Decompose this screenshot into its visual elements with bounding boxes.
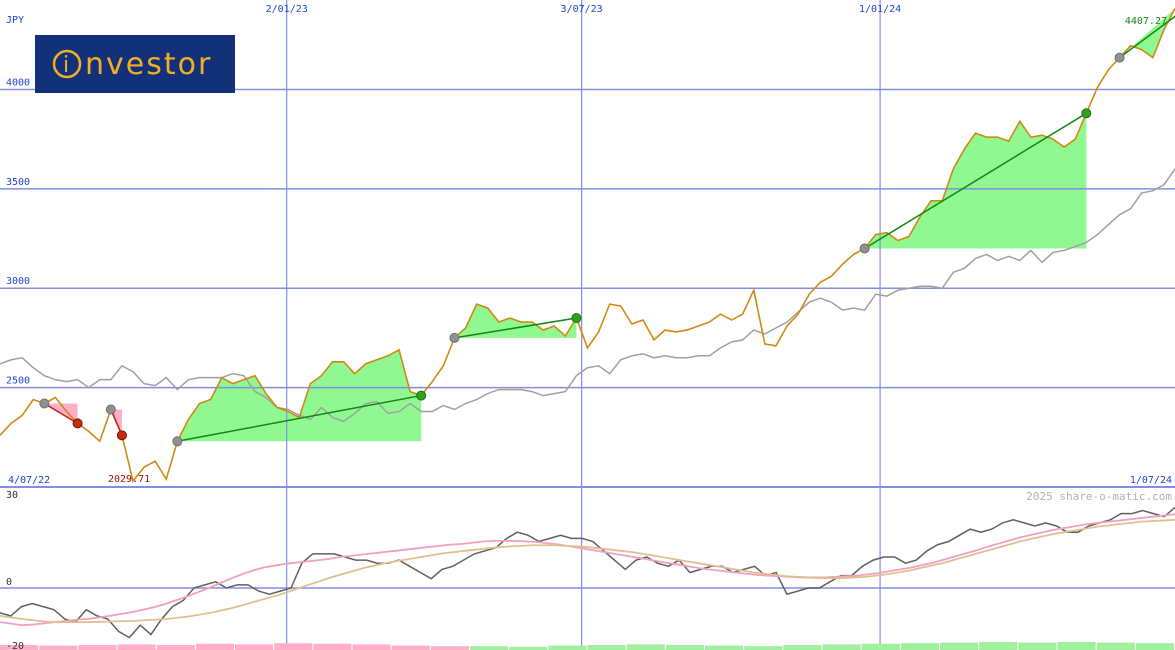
volume-bar-11: [430, 646, 469, 650]
volume-bar-8: [313, 643, 352, 650]
trade-exit-marker-0: [72, 418, 83, 429]
volume-bar-4: [156, 645, 195, 650]
price-line: [0, 8, 1175, 483]
trade-entry-marker-0: [39, 398, 50, 409]
volume-bar-26: [1018, 642, 1057, 650]
logo-circle-icon: [52, 49, 82, 79]
volume-bar-25: [979, 642, 1018, 650]
volume-bar-22: [861, 643, 900, 650]
osc-tick-label-0: 0: [6, 577, 12, 588]
volume-bar-3: [117, 644, 156, 650]
trade-exit-marker-2: [416, 390, 427, 401]
trade-marker-layer: [39, 15, 1175, 447]
volume-bar-21: [822, 644, 861, 650]
volume-bar-13: [509, 646, 548, 650]
volume-bar-18: [705, 645, 744, 650]
date-tick-label-3/07/23: 3/07/23: [561, 4, 603, 15]
trade-entry-marker-2: [172, 436, 183, 447]
volume-bar-24: [940, 642, 979, 650]
price-tick-label-3000: 3000: [6, 276, 30, 287]
low-value-label: 2029.71: [108, 474, 150, 485]
volume-bar-0: [0, 645, 39, 650]
logo-initial: i: [63, 53, 71, 78]
price-tick-label-4000: 4000: [6, 77, 30, 88]
last-value-label: 4407.27: [1125, 16, 1167, 27]
trade-fill-2: [177, 349, 422, 442]
logo-text: nvestor: [85, 47, 212, 82]
oscillator-line-oscillator: [0, 506, 1175, 639]
price-tick-label-3500: 3500: [6, 177, 30, 188]
volume-bar-2: [78, 645, 117, 650]
volume-bar-10: [391, 645, 430, 650]
volume-bar-17: [665, 645, 704, 650]
osc-tick-label--20: -20: [6, 641, 24, 650]
date-tick-label-2/01/23: 2/01/23: [266, 4, 308, 15]
trade-line-2: [177, 394, 422, 443]
volume-bar-19: [744, 646, 783, 650]
benchmark-line: [0, 168, 1175, 423]
trade-entry-marker-3: [449, 332, 460, 343]
watermark: 2025 share-o-matic.com: [1026, 490, 1172, 503]
trade-entry-marker-1: [105, 404, 116, 415]
volume-bar-23: [900, 643, 939, 650]
volume-bar-12: [470, 646, 509, 650]
date-tick-label-1/01/24: 1/01/24: [859, 4, 901, 15]
logo-background: [35, 35, 235, 93]
volume-bar-27: [1057, 642, 1096, 650]
trade-entry-marker-5: [1114, 52, 1125, 63]
volume-bar-14: [548, 645, 587, 650]
trade-line-3: [454, 317, 577, 339]
volume-bar-28: [1096, 642, 1135, 650]
trade-line-0: [43, 402, 78, 425]
volume-bar-29: [1135, 643, 1174, 650]
trade-line-4: [864, 112, 1087, 250]
trade-exit-marker-4: [1081, 108, 1092, 119]
investor-logo: i nvestor: [35, 35, 235, 93]
trade-entry-marker-4: [859, 243, 870, 254]
trade-line-5: [1119, 15, 1175, 59]
volume-bar-1: [39, 645, 78, 650]
volume-bar-15: [587, 645, 626, 650]
volume-bar-7: [274, 643, 313, 650]
price-tick-label-2500: 2500: [6, 376, 30, 387]
oscillator-line-signal: [0, 513, 1175, 627]
trade-exit-marker-1: [116, 430, 127, 441]
osc-tick-label-30: 30: [6, 490, 18, 501]
volume-bar-20: [783, 645, 822, 650]
trade-fill-5: [1119, 8, 1175, 58]
volume-bar-9: [352, 644, 391, 650]
volume-bar-6: [235, 644, 274, 650]
oscillator-line-slow: [0, 518, 1175, 623]
volume-bar-16: [626, 644, 665, 650]
start-date-label: 4/07/22: [8, 475, 50, 486]
volume-bar-5: [195, 643, 234, 650]
trade-exit-marker-3: [571, 313, 582, 324]
end-date-label: 1/07/24: [1130, 475, 1172, 486]
oscillator-layer: [0, 506, 1175, 650]
currency-label: JPY: [6, 15, 24, 26]
label-layer: 4000 3500 3000 2500 2/01/23 3/07/23 1/01/24 30 0…: [6, 4, 901, 650]
price-line-layer: [0, 8, 1175, 483]
